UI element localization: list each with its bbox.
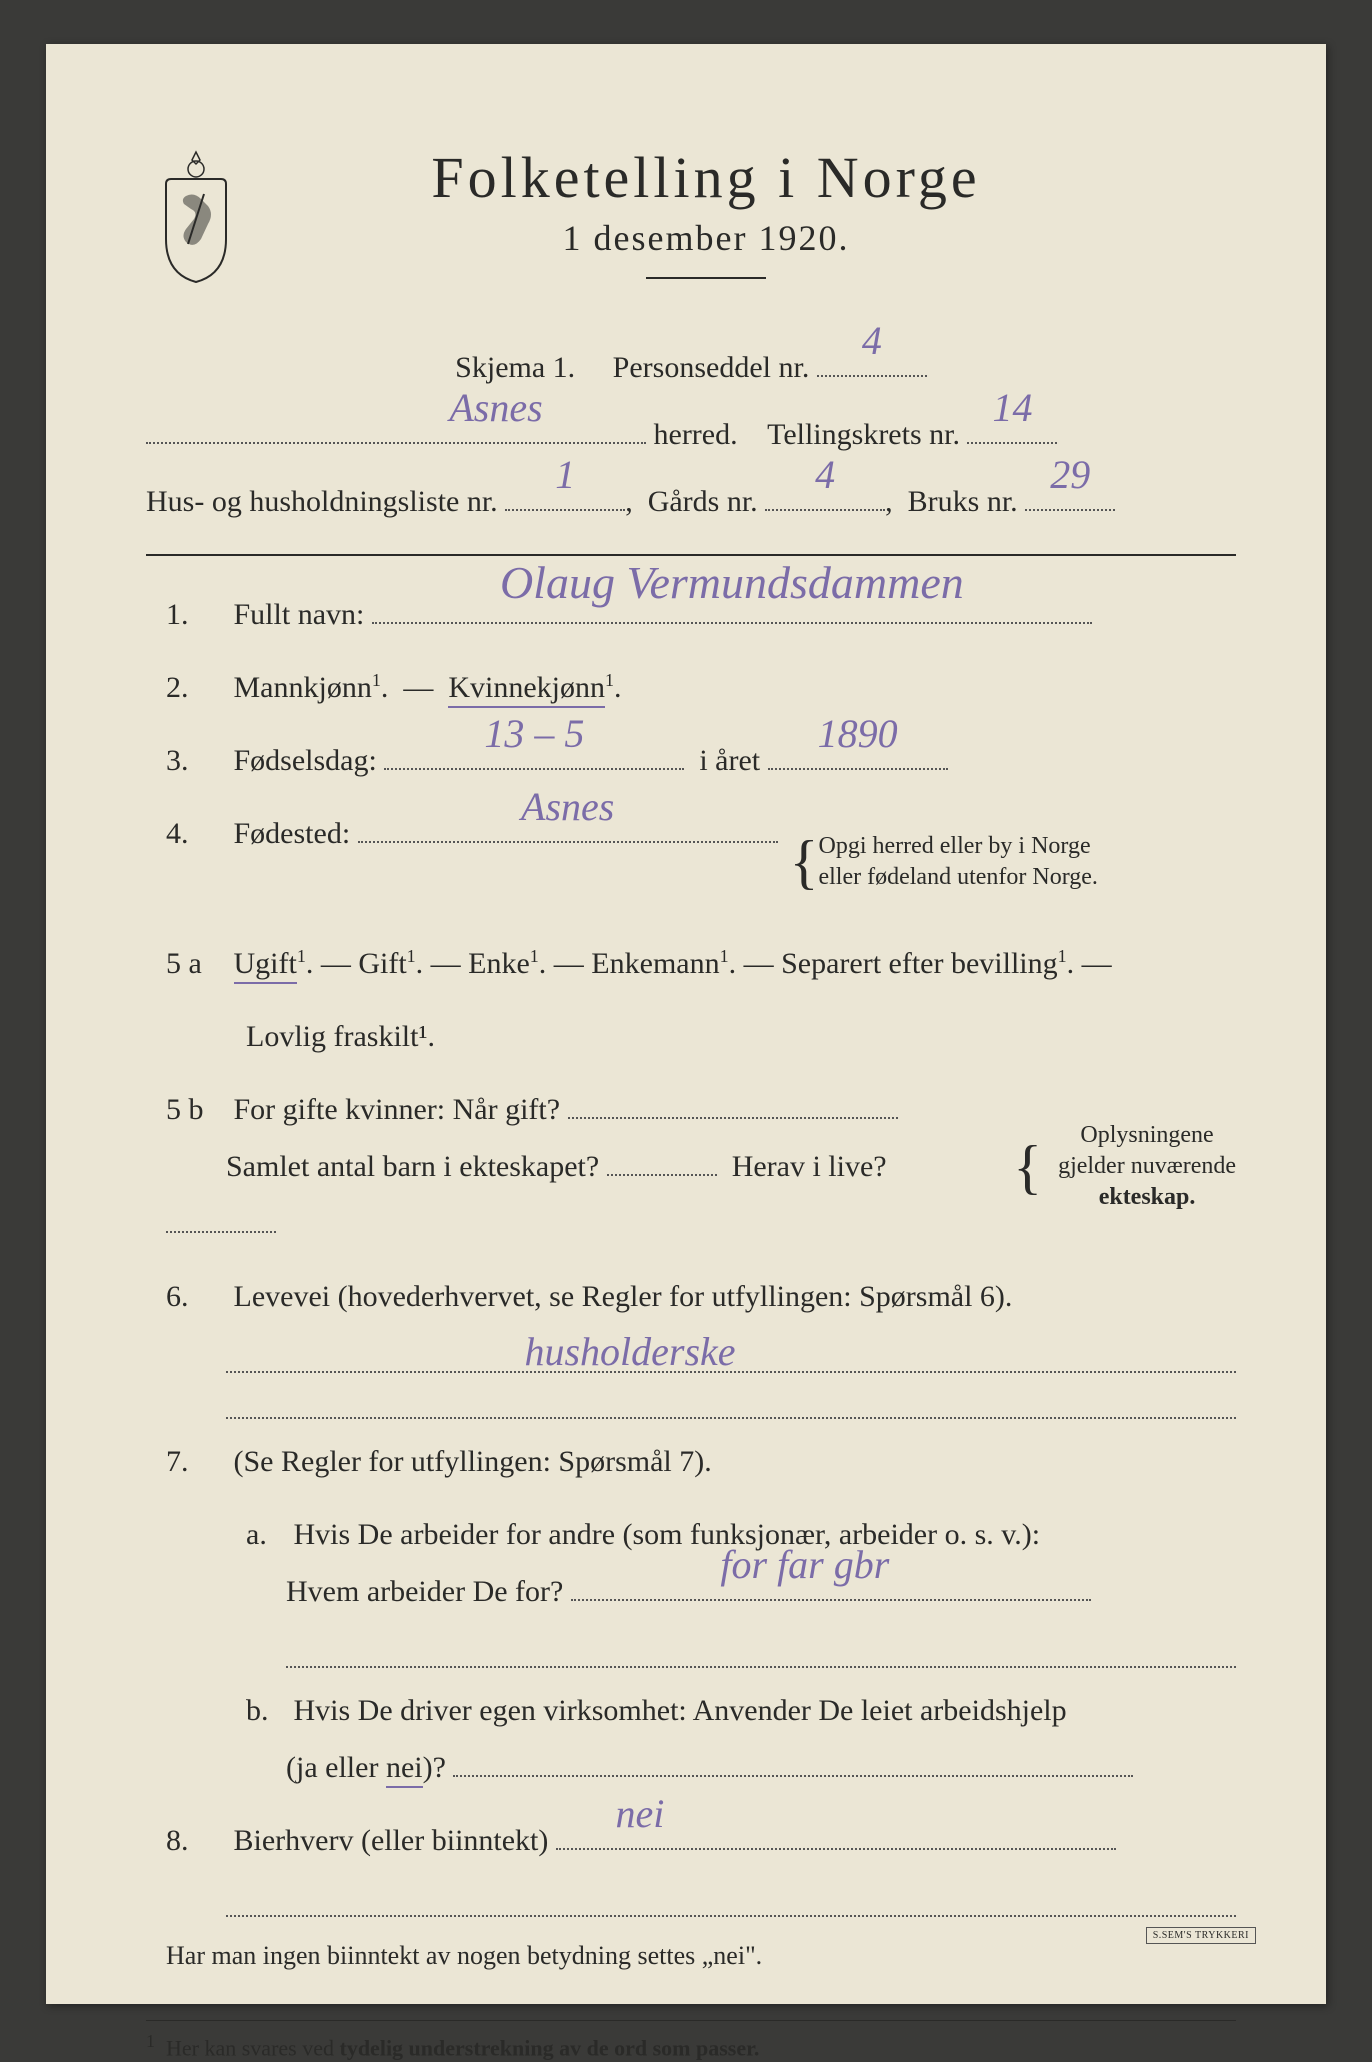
q8: 8. Bierhverv (eller biinntekt) nei: [166, 1812, 1236, 1869]
q3-label: Fødselsdag:: [234, 744, 377, 777]
q2: 2. Mannkjønn1. — Kvinnekjønn1.: [166, 659, 1236, 716]
q3-day: 13 – 5: [484, 696, 584, 772]
main-title: Folketelling i Norge: [276, 144, 1136, 211]
q5b-label: For gifte kvinner: Når gift?: [234, 1093, 561, 1126]
q6-value: husholderske: [524, 1328, 735, 1375]
q4-value: Asnes: [521, 769, 614, 845]
hus-line: Hus- og husholdningsliste nr. 1, Gårds n…: [146, 473, 1236, 530]
hus-value: 1: [555, 437, 575, 513]
footnote: 1 Her kan svares ved tydelig understrekn…: [146, 2020, 1236, 2061]
tellingskrets-value: 14: [992, 370, 1032, 446]
q8-value: nei: [615, 1776, 664, 1852]
q5b-label3: Herav i live?: [732, 1150, 887, 1183]
q6-value-line: husholderske: [226, 1341, 1236, 1373]
tellingskrets-label: Tellingskrets nr.: [767, 418, 960, 451]
q7a-label1: Hvis De arbeider for andre (som funksjon…: [294, 1518, 1041, 1551]
q8-note: Har man ingen biinntekt av nogen betydni…: [166, 1931, 1236, 1980]
norwegian-crest-icon: [146, 144, 246, 284]
header: Folketelling i Norge 1 desember 1920.: [146, 144, 1236, 309]
q1: 1. Fullt navn: Olaug Vermundsdammen: [166, 586, 1236, 643]
q6: 6. Levevei (hovederhvervet, se Regler fo…: [166, 1268, 1236, 1325]
q5a: 5 a Ugift1. — Gift1. — Enke1. — Enkemann…: [166, 935, 1236, 992]
q5b-note: Oplysningene gjelder nuværende ekteskap.: [1058, 1120, 1236, 1214]
bruks-label: Bruks nr.: [908, 485, 1018, 518]
q1-label: Fullt navn:: [234, 598, 365, 631]
q7b: b. Hvis De driver egen virksomhet: Anven…: [246, 1682, 1236, 1796]
skjema-line: Skjema 1. Personseddel nr. 4: [146, 339, 1236, 396]
q5a-cont: Lovlig fraskilt¹.: [246, 1008, 1236, 1065]
q7a-label2: Hvem arbeider De for?: [286, 1575, 563, 1608]
q3-mid: i året: [699, 744, 760, 777]
q4-label: Fødested:: [234, 817, 351, 850]
divider: [646, 277, 766, 279]
q5b: 5 b For gifte kvinner: Når gift? Samlet …: [166, 1081, 1236, 1252]
herred-value: Asnes: [449, 370, 542, 446]
q6-label: Levevei (hovederhvervet, se Regler for u…: [234, 1280, 1013, 1313]
q7: 7. (Se Regler for utfyllingen: Spørsmål …: [166, 1433, 1236, 1490]
q3: 3. Fødselsdag: 13 – 5 i året 1890: [166, 732, 1236, 789]
q5b-label2: Samlet antal barn i ekteskapet?: [226, 1150, 599, 1183]
q2-label: Mannkjønn: [234, 671, 372, 704]
q8-label: Bierhverv (eller biinntekt): [234, 1824, 549, 1857]
personseddel-label: Personseddel nr.: [613, 351, 810, 384]
blank-line: [286, 1636, 1236, 1668]
q4: 4. Fødested: Asnes { Opgi herred eller b…: [166, 805, 1236, 919]
q7b-label1: Hvis De driver egen virksomhet: Anvender…: [294, 1694, 1067, 1727]
herred-label: herred.: [654, 418, 738, 451]
blank-line: [226, 1885, 1236, 1917]
census-form-page: Folketelling i Norge 1 desember 1920. Sk…: [46, 44, 1326, 2004]
q7-label: (Se Regler for utfyllingen: Spørsmål 7).: [234, 1445, 712, 1478]
title-block: Folketelling i Norge 1 desember 1920.: [276, 144, 1236, 309]
q4-note: Opgi herred eller by i Norge eller fødel…: [818, 831, 1097, 893]
q1-value: Olaug Vermundsdammen: [500, 539, 964, 626]
brace-icon: {: [1013, 1110, 1042, 1224]
brace-icon: {: [790, 805, 819, 919]
printer-stamp: S.SEM'S TRYKKERI: [1146, 1927, 1256, 1944]
hus-label: Hus- og husholdningsliste nr.: [146, 485, 498, 518]
subtitle: 1 desember 1920.: [276, 217, 1136, 259]
personseddel-value: 4: [862, 303, 882, 379]
q7a-value: for far gbr: [720, 1527, 889, 1603]
blank-line: [226, 1387, 1236, 1419]
q7a: a. Hvis De arbeider for andre (som funks…: [246, 1506, 1236, 1620]
bruks-value: 29: [1050, 437, 1090, 513]
gards-label: Gårds nr.: [648, 485, 758, 518]
gards-value: 4: [815, 437, 835, 513]
q3-year: 1890: [818, 696, 898, 772]
